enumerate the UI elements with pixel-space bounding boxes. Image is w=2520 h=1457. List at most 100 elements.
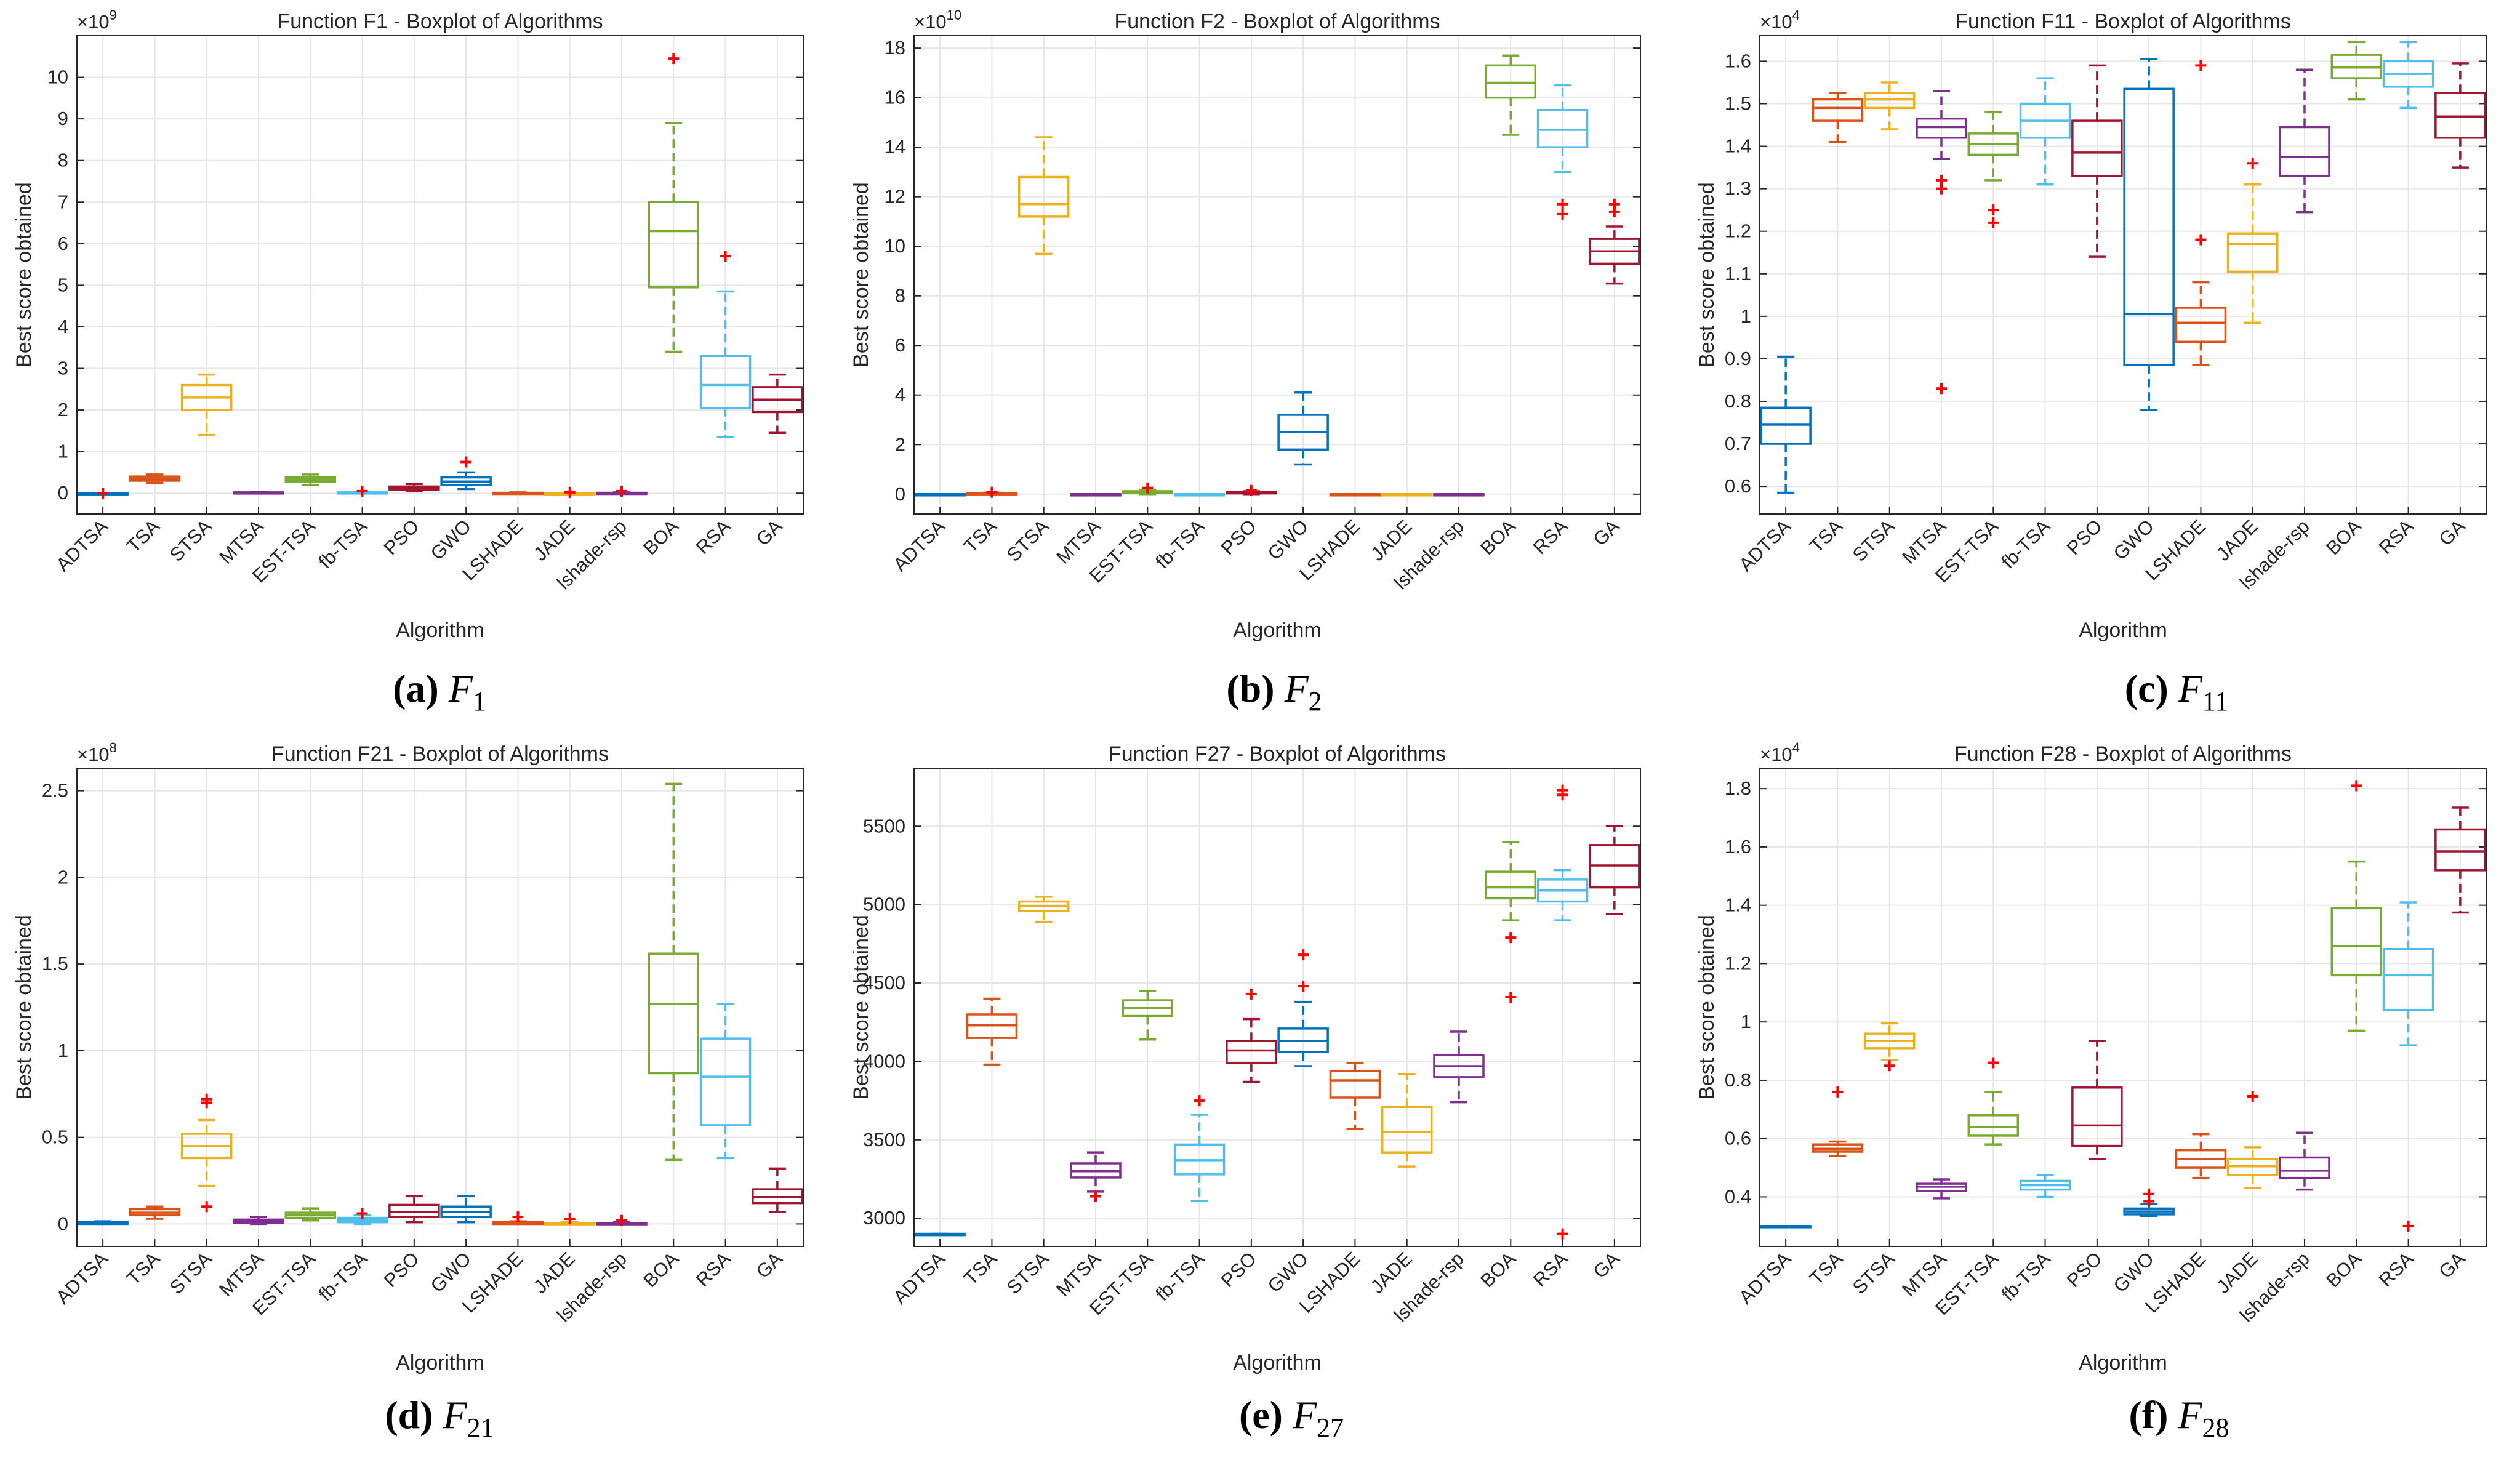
box-boa (2330, 41, 2383, 101)
xtick-label: JADE (2212, 515, 2262, 565)
ytick-label: 0.9 (1725, 348, 1751, 369)
xtick-label: PSO (2063, 515, 2106, 559)
caption-function: F (2178, 667, 2202, 710)
box-iqr (699, 355, 752, 409)
caption-letter: (d) (385, 1393, 433, 1437)
caption-e: (e) F27 (1045, 1392, 1538, 1443)
xtick-label: ADTSA (889, 515, 949, 576)
box-iqr (2071, 1086, 2123, 1147)
box-gwo (440, 456, 492, 491)
caption-subscript: 21 (467, 1412, 494, 1443)
xtick-label: PSO (380, 1248, 423, 1291)
box-boa (1485, 840, 1537, 1003)
xtick-label: GA (1589, 515, 1624, 550)
caption-letter: (f) (2129, 1393, 2169, 1437)
caption-subscript: 27 (1317, 1412, 1344, 1443)
box-rsa (1536, 784, 1589, 1240)
box-mtsa (1916, 1178, 1967, 1200)
outlier-marker (1988, 204, 1999, 216)
caption-function: F (1284, 667, 1309, 710)
ytick-label: 7 (58, 191, 68, 212)
box-rsa (699, 251, 752, 438)
box-jade (2226, 1091, 2279, 1189)
box-ga (1589, 198, 1640, 285)
box-fb-tsa (2019, 1174, 2071, 1198)
xtick-label: STSA (1003, 515, 1053, 566)
xtick-label: GWO (427, 1248, 476, 1297)
box-rsa (699, 1003, 752, 1160)
box-fb-tsa (1173, 493, 1226, 497)
box-stsa (1863, 81, 1916, 130)
ytick-label: 3500 (863, 1129, 905, 1150)
xtick-label: TSA (122, 1248, 164, 1290)
xtick-label: BOA (1476, 515, 1520, 559)
box-iqr (699, 1037, 752, 1126)
caption-function: F (1292, 1393, 1317, 1437)
box-lshade-rsp (596, 485, 648, 497)
box-iqr (2330, 907, 2383, 977)
box-gwo (2123, 58, 2175, 411)
outlier-marker (720, 251, 731, 262)
box-mtsa (1070, 1151, 1122, 1202)
box-iqr (1485, 64, 1537, 99)
y-axis-label: Best score obtained (12, 915, 36, 1100)
axes-frame (1759, 768, 2487, 1247)
x-axis-label: Algorithm (396, 619, 484, 642)
ytick-label: 2.5 (42, 780, 68, 801)
chart-title: Function F28 - Boxplot of Algorithms (1954, 742, 2292, 766)
box-mtsa (1070, 493, 1122, 497)
box-adtsa (77, 1220, 129, 1226)
ytick-label: 1.6 (1725, 50, 1751, 71)
x-axis-label: Algorithm (1233, 619, 1322, 642)
xtick-label: RSA (692, 1248, 735, 1291)
box-ga (752, 1167, 803, 1213)
xtick-label: GA (752, 1248, 787, 1283)
axis-exponent-power: 10 (947, 7, 961, 23)
box-adtsa (1760, 1225, 1812, 1229)
ytick-label: 0 (58, 1213, 68, 1234)
outlier-marker (2247, 158, 2258, 169)
outlier-marker (2247, 1091, 2258, 1102)
box-est-tsa (1967, 111, 2020, 228)
outlier-marker (1608, 198, 1620, 210)
xtick-label: JADE (1366, 1248, 1416, 1298)
ytick-label: 16 (885, 87, 905, 108)
ytick-label: 1.4 (1725, 135, 1751, 157)
xtick-label: RSA (1529, 515, 1572, 558)
xtick-label: fb-TSA (315, 515, 372, 572)
box-stsa (1017, 896, 1070, 923)
caption-letter: (b) (1226, 667, 1275, 710)
box-iqr (2279, 126, 2330, 177)
x-axis-label: Algorithm (2079, 619, 2167, 642)
xtick-label: GWO (2109, 1248, 2159, 1297)
axes-frame (913, 35, 1641, 515)
xtick-label: PSO (1217, 515, 1261, 559)
box-lshade (492, 491, 544, 496)
xtick-label: PSO (1217, 1248, 1261, 1291)
box-iqr (2175, 307, 2227, 343)
xtick-label: BOA (639, 1248, 683, 1291)
box-fb-tsa (336, 485, 388, 497)
caption-function: F (448, 667, 473, 710)
xtick-label: JADE (529, 1248, 579, 1298)
outlier-marker (460, 456, 472, 468)
ytick-label: 1.4 (1725, 894, 1751, 916)
box-rsa (2382, 901, 2434, 1232)
ytick-label: 1 (58, 441, 68, 462)
chart-title: Function F21 - Boxplot of Algorithms (271, 742, 609, 766)
box-boa (1485, 54, 1537, 136)
box-iqr (1812, 1143, 1864, 1153)
plot-area (1760, 768, 2486, 1246)
box-fb-tsa (2019, 77, 2071, 186)
caption-subscript: 1 (472, 686, 486, 716)
chart-title: Function F2 - Boxplot of Algorithms (1114, 10, 1440, 33)
box-adtsa (1760, 355, 1812, 494)
ytick-label: 6 (895, 334, 905, 356)
x-axis-label: Algorithm (396, 1351, 484, 1375)
box-tsa (1812, 1086, 1864, 1157)
box-lshade-rsp (2279, 1131, 2330, 1191)
outlier-marker (356, 485, 368, 497)
xtick-label: GA (2434, 1248, 2470, 1283)
outlier-marker (1557, 1228, 1568, 1240)
